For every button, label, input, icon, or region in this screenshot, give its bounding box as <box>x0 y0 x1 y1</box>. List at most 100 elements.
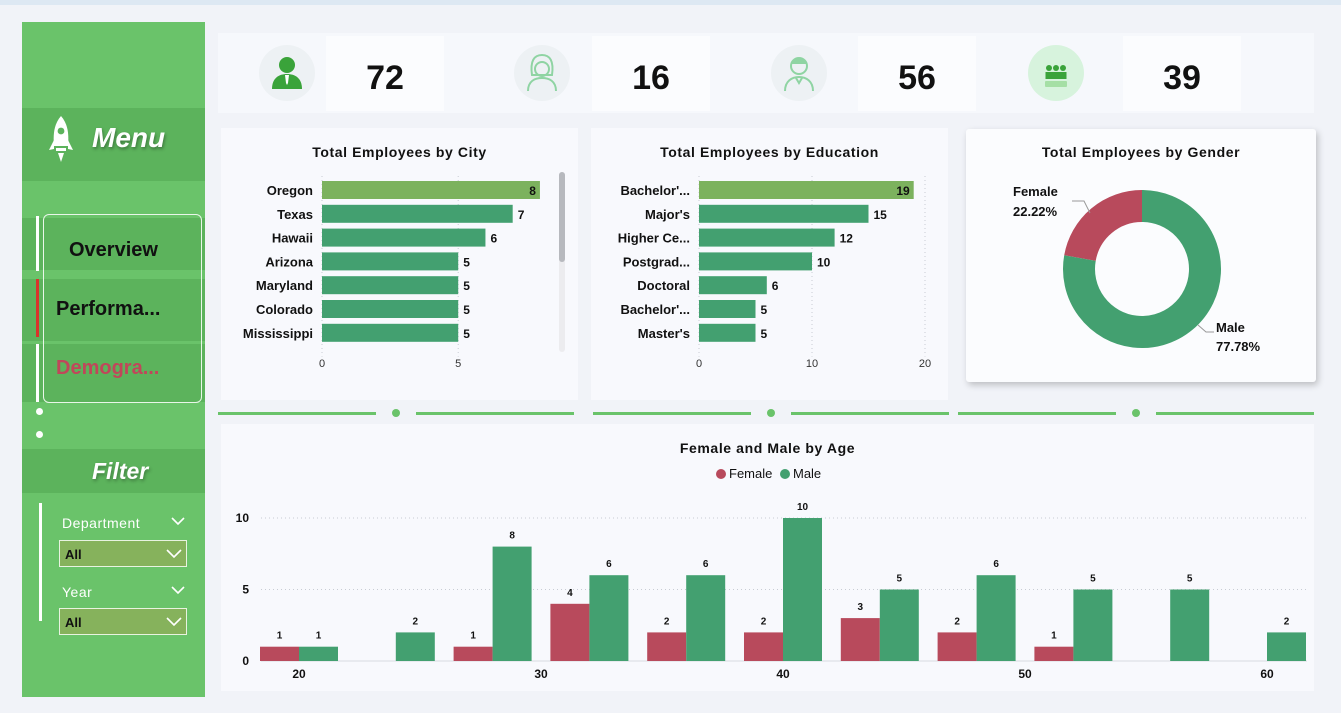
education-bar <box>699 276 767 295</box>
legend-female[interactable]: Female <box>716 466 772 481</box>
city-category-label: Mississippi <box>243 326 313 341</box>
age-data-label-male: 5 <box>897 574 903 585</box>
year-value: All <box>65 615 82 630</box>
city-data-label: 7 <box>518 208 525 222</box>
education-category-label: Higher Ce... <box>618 231 690 246</box>
nav-item-overview[interactable] <box>22 218 205 270</box>
legend-female-label: Female <box>729 466 773 481</box>
education-chart-card: Total Employees by Education 0 10 20 Bachel… <box>591 128 948 400</box>
kpi-total-value: 72 <box>366 59 404 97</box>
nav-indicator-active <box>36 279 39 337</box>
age-data-label-male: 8 <box>509 531 515 542</box>
city-bar <box>322 323 459 342</box>
city-category-label: Arizona <box>265 254 313 269</box>
nav-item-performance[interactable] <box>22 279 205 341</box>
nav-label-performance[interactable]: Performa... <box>56 298 161 320</box>
education-data-label: 5 <box>761 303 768 317</box>
year-select[interactable]: All <box>59 608 187 635</box>
filter-divider <box>39 503 42 621</box>
gender-donut-chart: Female 22.22% Male 77.78% <box>1013 184 1261 354</box>
age-bar-female <box>550 603 590 661</box>
separator-dot <box>767 409 775 417</box>
education-bar <box>699 252 812 271</box>
scrollbar-thumb <box>559 172 565 262</box>
education-x-tick-label: 0 <box>696 358 702 370</box>
bullet-dot <box>36 408 43 415</box>
nav-label-demographics[interactable]: Demogra... <box>56 357 160 379</box>
legend-male[interactable]: Male <box>779 466 821 481</box>
age-bar-male <box>395 632 435 661</box>
kpi-age-value: 39 <box>1163 59 1201 97</box>
age-data-label-female: 4 <box>567 588 573 599</box>
age-group-icon <box>1028 45 1084 101</box>
nav-label-overview[interactable]: Overview <box>69 239 158 261</box>
separator-line <box>958 412 1116 415</box>
age-data-label-female: 1 <box>1051 631 1057 642</box>
education-data-label: 15 <box>874 208 888 222</box>
city-data-label: 6 <box>490 232 497 246</box>
city-category-label: Oregon <box>267 183 313 198</box>
separator-line <box>218 412 376 415</box>
kpi-male-value: 56 <box>898 59 936 97</box>
education-data-label: 12 <box>840 232 854 246</box>
nav-item-demographics[interactable] <box>22 344 205 402</box>
education-category-label: Major's <box>645 207 690 222</box>
city-chart-title: Total Employees by City <box>312 144 487 160</box>
age-bar-male <box>783 518 822 661</box>
nav-indicator <box>36 344 39 402</box>
bullet-dot <box>36 431 43 438</box>
city-bar <box>322 181 540 199</box>
chevron-down-icon[interactable] <box>171 516 185 526</box>
age-bar-male <box>1267 632 1306 661</box>
education-x-tick-label: 10 <box>806 358 818 370</box>
city-category-label: Hawaii <box>272 231 313 246</box>
age-data-label-female: 3 <box>858 602 864 613</box>
age-data-label-male: 6 <box>703 559 709 570</box>
education-bar <box>699 228 835 247</box>
filter-header <box>22 449 205 493</box>
age-chart-title: Female and Male by Age <box>679 440 856 456</box>
kpi-card: 39 <box>1123 36 1241 111</box>
age-bar-female <box>260 646 299 661</box>
city-chart-card: Total Employees by City 0 5 Oregon 8 Texas 7 H… <box>221 128 578 400</box>
age-bar-male <box>492 546 532 661</box>
age-y-tick-label: 0 <box>242 654 249 668</box>
male-slice-name: Male <box>1216 320 1245 335</box>
legend-male-swatch <box>779 468 790 479</box>
donut-slice-female <box>1064 190 1143 262</box>
separator-line <box>1156 412 1314 415</box>
female-slice-percent: 22.22% <box>1013 204 1058 219</box>
separator-line <box>791 412 949 415</box>
filter-title: Filter <box>92 458 149 484</box>
age-data-label-male: 6 <box>993 559 999 570</box>
chevron-down-icon[interactable] <box>171 585 185 595</box>
age-data-label-female: 2 <box>954 616 960 627</box>
age-data-label-female: 1 <box>470 631 476 642</box>
city-data-label: 8 <box>529 184 536 198</box>
age-bar-chart: 0 5 10 20 30 40 50 60 1 1 2 1 8 4 6 2 6 2 10 3 5 2 6 1 5 5 2 <box>236 502 1307 681</box>
age-x-tick-label: 60 <box>1260 667 1274 681</box>
city-category-label: Maryland <box>256 278 313 293</box>
gender-chart-title: Total Employees by Gender <box>1041 144 1241 160</box>
chevron-down-icon <box>166 617 182 627</box>
female-slice-name: Female <box>1013 184 1058 199</box>
age-x-tick-label: 50 <box>1018 667 1032 681</box>
education-category-label: Bachelor'... <box>620 183 690 198</box>
chevron-down-icon <box>166 549 182 559</box>
department-select[interactable]: All <box>59 540 187 567</box>
separator-line <box>416 412 574 415</box>
education-bar <box>699 323 756 342</box>
education-data-label: 5 <box>761 327 768 341</box>
city-data-label: 5 <box>463 255 470 269</box>
employee-icon <box>259 45 315 101</box>
age-x-tick-label: 30 <box>534 667 548 681</box>
education-bar <box>699 181 914 199</box>
education-x-tick-label: 20 <box>919 358 931 370</box>
age-y-tick-label: 10 <box>236 511 250 525</box>
education-data-label: 10 <box>817 255 831 269</box>
age-data-label-male: 5 <box>1090 574 1096 585</box>
donut-slice-male <box>1063 190 1221 348</box>
female-leader-line <box>1072 200 1091 214</box>
age-data-label-male: 5 <box>1187 574 1193 585</box>
age-data-label-male: 2 <box>1284 616 1290 627</box>
